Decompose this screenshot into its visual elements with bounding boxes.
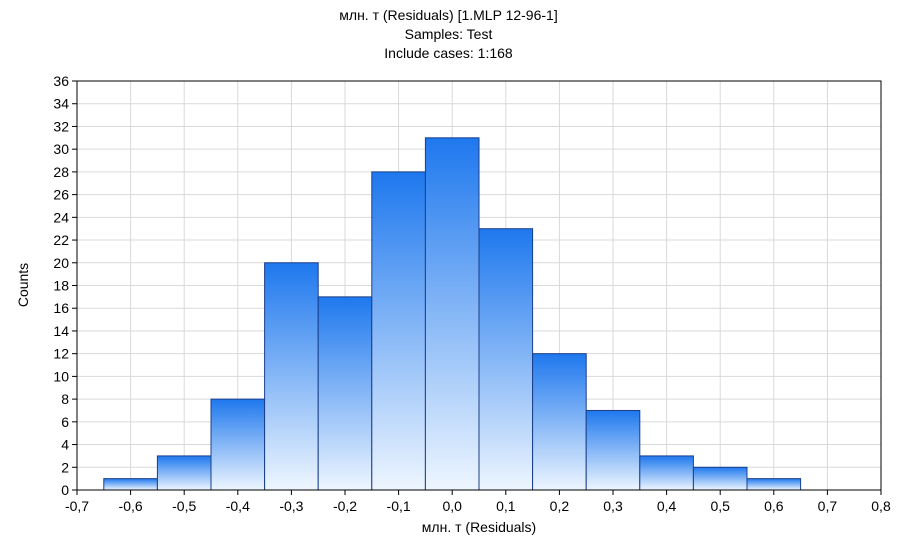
y-tick-label: 24	[53, 209, 69, 225]
y-tick-label: 10	[53, 368, 69, 384]
x-tick-label: 0,3	[603, 498, 623, 514]
chart-title: млн. т (Residuals) [1.MLP 12-96-1]	[339, 7, 558, 23]
histogram-bar-6	[424, 137, 480, 491]
y-tick-label: 0	[61, 482, 69, 498]
histogram-bar-9	[585, 409, 641, 491]
x-axis-ticks: -0,7 -0,6 -0,5 -0,4 -0,3 -0,2 -0,1 0,0 0,1 0,2 0,3…	[65, 490, 891, 514]
x-tick-label: 0,5	[710, 498, 730, 514]
y-tick-label: 32	[53, 118, 69, 134]
chart-subtitle-samples: Samples: Test	[404, 26, 493, 42]
y-tick-label: 2	[61, 459, 69, 475]
y-tick-label: 26	[53, 187, 69, 203]
histogram-bar-2	[210, 398, 266, 491]
x-tick-label: 0,7	[818, 498, 838, 514]
y-tick-label: 12	[53, 346, 69, 362]
histogram-bar-12	[746, 478, 802, 491]
y-tick-label: 20	[53, 255, 69, 271]
histogram-bar-4	[317, 296, 373, 491]
histogram-bar-8	[532, 353, 587, 491]
x-tick-label: 0,6	[764, 498, 784, 514]
x-tick-label: -0,4	[226, 498, 250, 514]
y-tick-label: 36	[53, 73, 69, 89]
chart-title-block: млн. т (Residuals) [1.MLP 12-96-1] Sampl…	[0, 6, 897, 63]
x-tick-label: 0,0	[442, 498, 462, 514]
x-tick-label: -0,5	[172, 498, 196, 514]
x-tick-label: -0,6	[119, 498, 143, 514]
x-tick-label: -0,2	[333, 498, 357, 514]
x-tick-label: 0,2	[550, 498, 570, 514]
x-tick-label: -0,1	[387, 498, 411, 514]
chart-subtitle-cases: Include cases: 1:168	[384, 45, 513, 61]
y-tick-label: 4	[61, 437, 69, 453]
histogram-bars	[103, 137, 802, 491]
histogram-bar-1	[156, 455, 212, 491]
y-tick-label: 18	[53, 278, 69, 294]
histogram-bar-3	[264, 262, 319, 491]
histogram-bar-7	[478, 228, 534, 491]
histogram-bar-5	[371, 171, 426, 491]
y-tick-label: 28	[53, 164, 69, 180]
y-tick-label: 30	[53, 141, 69, 157]
y-axis-label: Counts	[15, 263, 31, 307]
y-tick-label: 16	[53, 300, 69, 316]
y-tick-label: 8	[61, 391, 69, 407]
y-tick-label: 6	[61, 414, 69, 430]
x-tick-label: -0,3	[279, 498, 303, 514]
y-tick-label: 22	[53, 232, 69, 248]
histogram-bar-10	[639, 455, 694, 491]
x-tick-label: 0,4	[657, 498, 677, 514]
histogram-bar-11	[692, 466, 748, 491]
x-tick-label: 0,1	[496, 498, 516, 514]
y-tick-label: 34	[53, 96, 69, 112]
histogram-bar-0	[103, 478, 158, 491]
x-tick-label: 0,8	[871, 498, 891, 514]
y-tick-label: 14	[53, 323, 69, 339]
x-axis-label: млн. т (Residuals)	[422, 519, 536, 535]
x-tick-label: -0,7	[65, 498, 89, 514]
